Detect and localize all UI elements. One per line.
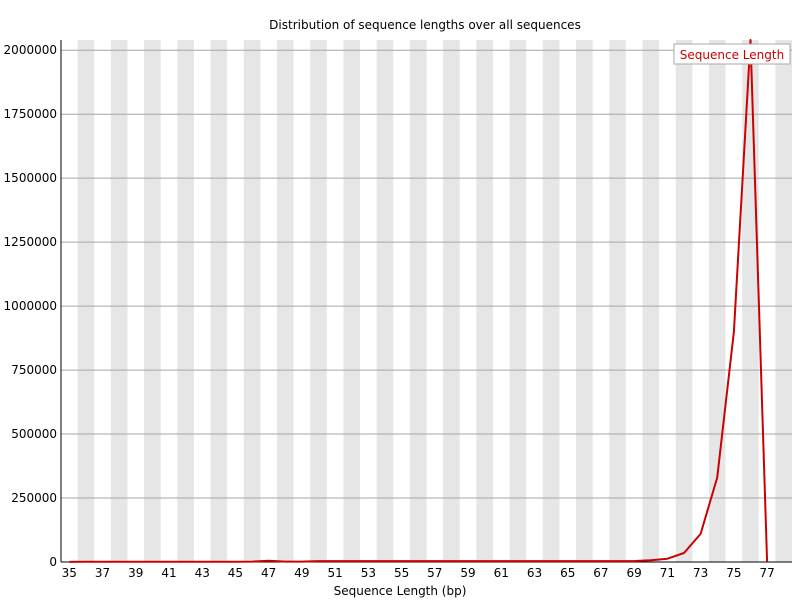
legend: Sequence Length	[673, 43, 791, 65]
x-band	[310, 40, 327, 562]
y-tick-label: 1000000	[4, 299, 57, 313]
y-tick-label: 1250000	[4, 235, 57, 249]
x-tick-label: 73	[693, 566, 708, 580]
x-band	[110, 40, 128, 562]
x-band	[376, 40, 394, 562]
x-tick-label: 45	[228, 566, 243, 580]
y-tick-label: 250000	[11, 491, 57, 505]
x-band	[775, 40, 792, 562]
x-tick-label: 37	[95, 566, 110, 580]
chart-title: Distribution of sequence lengths over al…	[269, 18, 581, 32]
x-axis-ticks: 35 37 39 41 43 45 47 49 51 53 55 57 59 61 63 65 67 69 71 73…	[62, 566, 775, 580]
x-band	[343, 40, 361, 562]
gridlines	[61, 49, 792, 499]
x-tick-label: 43	[195, 566, 210, 580]
x-band	[509, 40, 527, 562]
x-band	[210, 40, 228, 562]
y-tick-label: 1750000	[4, 107, 57, 121]
x-tick-label: 41	[161, 566, 176, 580]
x-band	[177, 40, 194, 562]
x-band	[742, 40, 759, 562]
x-band	[609, 40, 626, 562]
series-line-sequence-length	[69, 39, 769, 563]
y-tick-label: 2000000	[4, 43, 57, 57]
x-tick-label: 39	[128, 566, 143, 580]
x-tick-label: 49	[294, 566, 309, 580]
x-tick-label: 69	[627, 566, 642, 580]
x-tick-label: 53	[361, 566, 376, 580]
x-tick-label: 67	[593, 566, 608, 580]
x-band	[409, 40, 427, 562]
x-band	[443, 40, 460, 562]
x-tick-label: 71	[660, 566, 675, 580]
x-tick-label: 63	[527, 566, 542, 580]
x-band	[276, 40, 294, 562]
y-tick-label: 500000	[11, 427, 57, 441]
x-tick-label: 35	[62, 566, 77, 580]
x-tick-label: 61	[494, 566, 509, 580]
x-tick-label: 51	[327, 566, 342, 580]
x-band	[243, 40, 261, 562]
x-tick-label: 65	[560, 566, 575, 580]
x-band	[708, 40, 726, 562]
x-tick-label: 47	[261, 566, 276, 580]
x-band	[144, 40, 161, 562]
y-tick-label: 750000	[11, 363, 57, 377]
x-tick-label: 55	[394, 566, 409, 580]
x-band	[77, 40, 95, 562]
legend-box	[673, 43, 791, 65]
x-tick-label: 75	[726, 566, 741, 580]
x-tick-label: 57	[427, 566, 442, 580]
y-axis-ticks: 0 250000 500000 750000 1000000 1250000 1500000…	[4, 43, 57, 569]
alternating-bands	[77, 40, 792, 562]
y-tick-label: 0	[49, 555, 57, 569]
x-band	[675, 40, 693, 562]
x-band	[542, 40, 560, 562]
x-band	[576, 40, 593, 562]
x-tick-label: 59	[460, 566, 475, 580]
x-axis-label: Sequence Length (bp)	[334, 584, 467, 598]
x-band	[476, 40, 493, 562]
series-layer	[69, 39, 769, 563]
x-tick-label: 77	[759, 566, 774, 580]
legend-label: Sequence Length	[680, 48, 784, 62]
x-band	[642, 40, 660, 562]
y-tick-label: 1500000	[4, 171, 57, 185]
